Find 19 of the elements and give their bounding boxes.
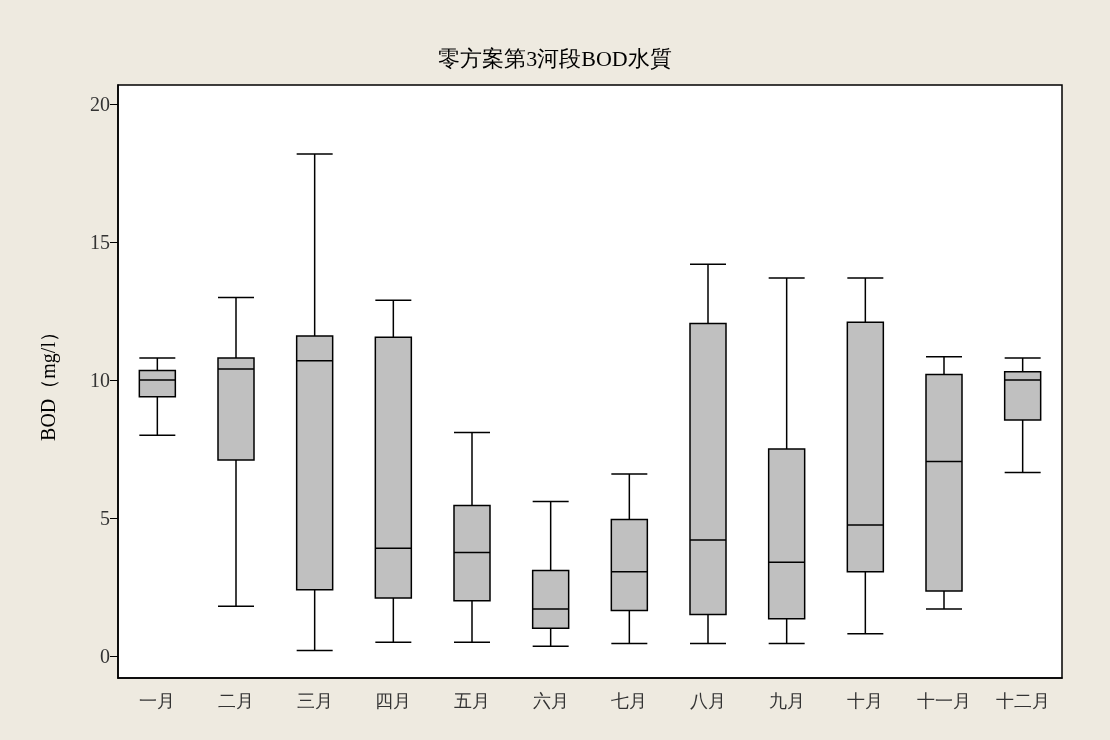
x-tick-label: 二月 (218, 691, 254, 711)
x-tick-label: 五月 (454, 691, 490, 711)
y-tick-label: 10 (90, 369, 110, 392)
x-tick-label: 十月 (847, 691, 884, 711)
y-tick-label: 15 (90, 231, 110, 254)
x-tick-label: 十一月 (917, 691, 971, 711)
chart-title: 零方案第3河段BOD水質 (438, 45, 672, 71)
x-tick-label: 八月 (690, 691, 726, 711)
y-axis-title: BOD（mg/l） (37, 322, 60, 441)
x-tick-label: 七月 (611, 691, 648, 711)
y-tick-label: 20 (90, 93, 110, 116)
x-tick-label: 四月 (375, 691, 412, 711)
x-tick-label: 一月 (139, 691, 176, 711)
x-tick-label: 三月 (296, 691, 333, 711)
x-tick-label: 十二月 (995, 691, 1050, 711)
y-tick-label: 0 (100, 644, 110, 667)
x-tick-label: 九月 (768, 691, 805, 711)
y-tick-label: 5 (100, 507, 110, 530)
x-tick-label: 六月 (532, 691, 569, 711)
